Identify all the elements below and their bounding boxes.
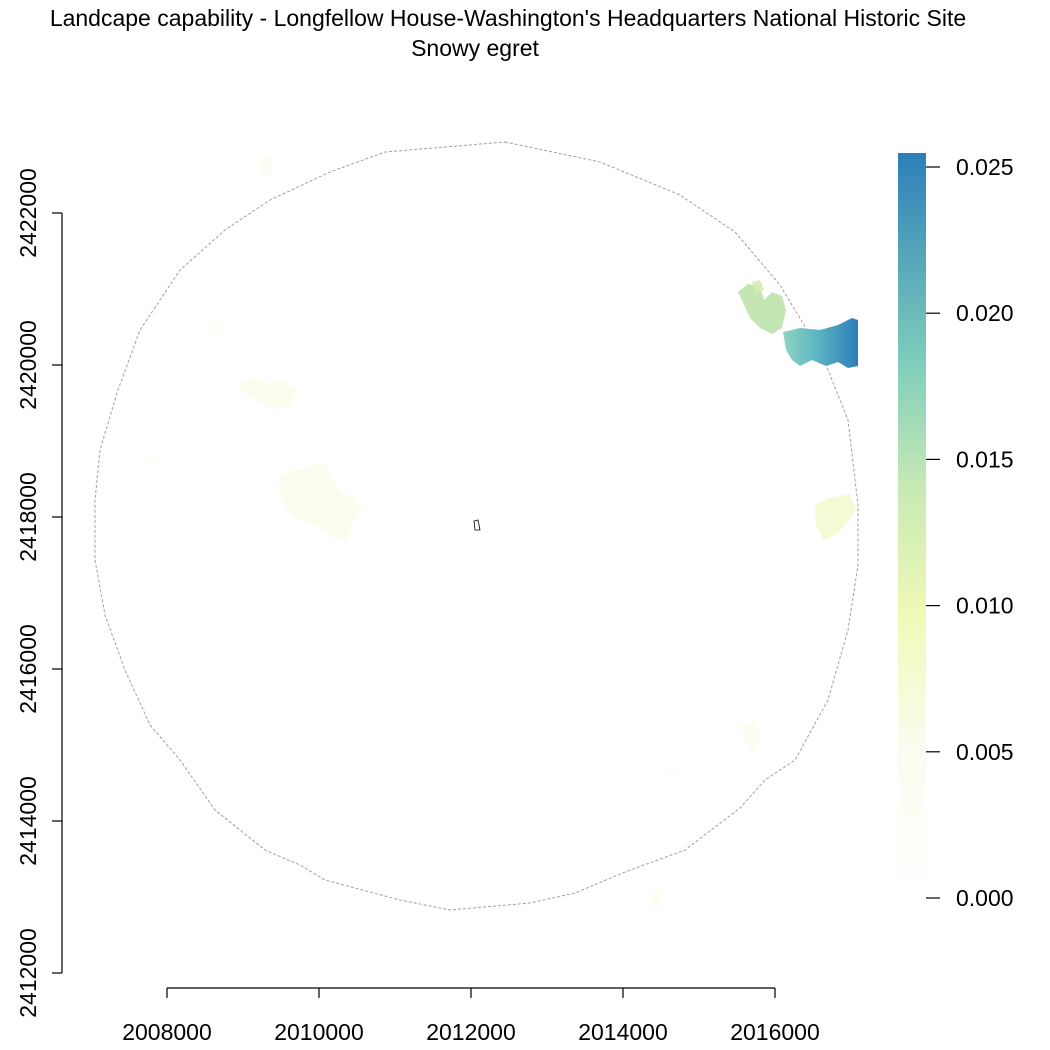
y-tick-label: 2414000: [15, 776, 41, 866]
legend-tick-label: 0.025: [956, 154, 1014, 180]
map-subtitle: Snowy egret: [411, 35, 539, 61]
y-tick-label: 2418000: [15, 472, 41, 562]
color-legend: [898, 153, 926, 898]
x-axis-ticks: 2008000 2010000 2012000 2014000 2016000: [122, 988, 820, 1045]
legend-tick-label: 0.015: [956, 446, 1014, 472]
legend-tick-label: 0.000: [956, 885, 1014, 911]
legend-ticks: 0.000 0.005 0.010 0.015 0.020 0.025: [926, 154, 1014, 911]
legend-colorbar: [898, 153, 926, 898]
northeast-patch-high: [783, 318, 858, 368]
y-axis-ticks: 2412000 2414000 2416000 2418000 2420000 24220…: [15, 168, 62, 1018]
northeast-patch-light-2: [752, 280, 764, 292]
legend-tick-label: 0.020: [956, 300, 1014, 326]
y-tick-label: 2416000: [15, 624, 41, 714]
y-tick-label: 2422000: [15, 168, 41, 258]
northeast-patch-light: [738, 284, 786, 334]
x-tick-label: 2014000: [578, 1019, 668, 1045]
buffer-outline: [94, 141, 859, 911]
low-capability-patches: [145, 155, 856, 908]
site-outline: [473, 519, 481, 531]
x-tick-label: 2012000: [426, 1019, 516, 1045]
legend-tick-label: 0.005: [956, 739, 1014, 765]
y-tick-label: 2412000: [15, 928, 41, 1018]
y-tick-label: 2420000: [15, 320, 41, 410]
x-tick-label: 2008000: [122, 1019, 212, 1045]
map-title: Landcape capability - Longfellow House-W…: [50, 5, 966, 31]
legend-tick-label: 0.010: [956, 593, 1014, 619]
x-tick-label: 2016000: [730, 1019, 820, 1045]
x-tick-label: 2010000: [274, 1019, 364, 1045]
